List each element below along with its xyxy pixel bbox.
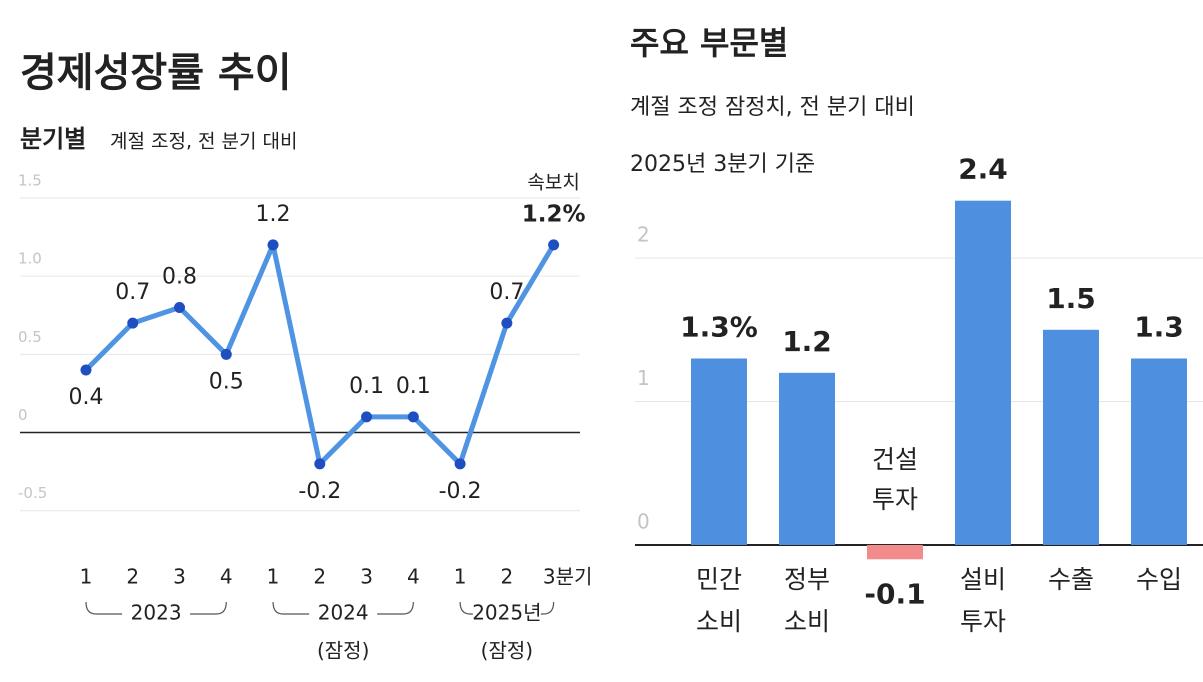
- group-label: (잠정): [317, 639, 369, 663]
- y-tick-label: -0.5: [18, 484, 47, 502]
- y-tick-label: 0: [18, 406, 28, 424]
- value-label: 2.4: [958, 153, 1008, 186]
- chart-title: 경제성장률 추이: [20, 50, 292, 96]
- data-point: [361, 411, 373, 423]
- y-tick-label: 1: [637, 366, 650, 390]
- x-tick-label: 4: [220, 565, 233, 589]
- subtitle: 분기별: [20, 125, 86, 153]
- value-label: 0.8: [162, 264, 197, 289]
- subtitle: 계절 조정 잠정치, 전 분기 대비: [630, 95, 915, 120]
- x-tick-label: 3: [360, 565, 373, 589]
- x-tick-label: 수입: [1136, 565, 1182, 594]
- value-label: 0.1: [396, 374, 431, 399]
- data-point: [548, 239, 560, 251]
- x-tick-label: 2: [313, 565, 326, 589]
- data-point: [501, 317, 513, 329]
- bar: [691, 358, 747, 545]
- x-tick-label: 2: [500, 565, 513, 589]
- data-point: [407, 411, 419, 423]
- x-tick-label: 소비: [784, 607, 830, 636]
- value-label: 1.5: [1046, 282, 1096, 315]
- bar: [1043, 329, 1099, 545]
- value-label: 1.3: [1134, 310, 1184, 343]
- y-tick-label: 1.0: [18, 250, 42, 268]
- y-tick-label: 2: [637, 223, 650, 247]
- x-tick-label: 소비: [696, 607, 742, 636]
- bar: [955, 200, 1011, 545]
- group-label: 2024: [318, 601, 369, 625]
- value-label: 1.3%: [680, 310, 758, 343]
- x-tick-label: 정부: [784, 565, 830, 594]
- subtitle-note: 계절 조정, 전 분기 대비: [110, 131, 298, 153]
- data-point: [80, 364, 92, 376]
- value-label: -0.2: [298, 479, 341, 504]
- group-bracket: [85, 601, 227, 615]
- data-point: [314, 458, 326, 470]
- x-tick-label: 2: [126, 565, 139, 589]
- value-label: 0.7: [115, 280, 150, 305]
- x-tick-label: 건설: [872, 445, 918, 474]
- x-tick-label: 설비: [960, 565, 1006, 594]
- bar: [779, 372, 835, 545]
- x-tick-label: 1: [454, 565, 467, 589]
- x-tick-label: 1: [267, 565, 280, 589]
- y-tick-label: 0: [637, 509, 650, 533]
- value-label: 0.4: [68, 385, 103, 410]
- x-tick-label: 3분기: [543, 565, 593, 589]
- y-tick-label: 0.5: [18, 328, 42, 346]
- value-label: 0.1: [349, 374, 384, 399]
- y-tick-label: 1.5: [18, 172, 42, 190]
- bar: [867, 544, 923, 560]
- x-tick-label: 3: [173, 565, 186, 589]
- data-point: [220, 348, 232, 360]
- data-point: [454, 458, 466, 470]
- group-bracket: [272, 601, 414, 615]
- data-point: [174, 301, 186, 313]
- x-tick-label: 4: [407, 565, 420, 589]
- value-label: 1.2: [782, 325, 832, 358]
- bar: [1131, 358, 1187, 545]
- data-point: [127, 317, 139, 329]
- annotation: 속보치: [527, 171, 579, 193]
- x-tick-label: 투자: [960, 607, 1006, 636]
- chart-title: 주요 부문별: [630, 24, 788, 62]
- data-point: [267, 239, 279, 251]
- x-tick-label: 수출: [1048, 565, 1094, 594]
- x-tick-label: 투자: [872, 485, 918, 514]
- subtitle: 2025년 3분기 기준: [630, 152, 815, 177]
- value-label: 0.7: [489, 280, 524, 305]
- group-label: (잠정): [481, 639, 533, 663]
- value-label: 1.2: [256, 202, 291, 227]
- x-tick-label: 1: [80, 565, 93, 589]
- value-label: 1.2%: [522, 201, 586, 227]
- value-label: -0.2: [439, 479, 482, 504]
- group-label: 2025년: [472, 601, 541, 625]
- value-label: -0.1: [864, 577, 925, 610]
- value-label: 0.5: [209, 369, 244, 394]
- x-tick-label: 민간: [696, 565, 742, 594]
- group-bracket: [459, 601, 555, 615]
- group-label: 2023: [131, 601, 182, 625]
